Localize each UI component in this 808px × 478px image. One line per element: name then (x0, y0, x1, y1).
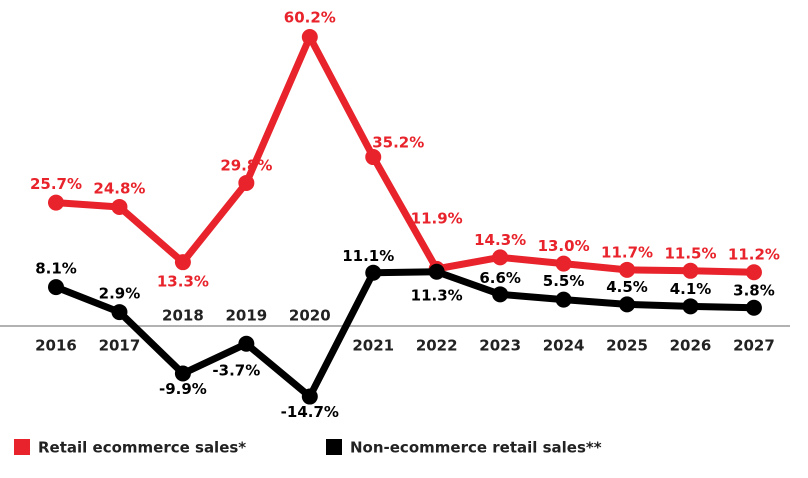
data-point (111, 198, 128, 215)
data-label: 3.8% (733, 281, 775, 299)
x-tick-label: 2024 (543, 337, 585, 355)
series-line (54, 268, 755, 401)
data-point (48, 194, 64, 211)
data-point (555, 291, 572, 308)
data-point (428, 263, 445, 280)
data-point (745, 299, 762, 316)
x-tick-label: 2022 (416, 337, 458, 355)
data-label: 5.5% (543, 272, 585, 290)
data-label: 11.5% (664, 244, 716, 262)
x-tick-label: 2025 (606, 337, 648, 355)
data-label: 11.9% (411, 209, 463, 227)
data-point (174, 365, 191, 382)
data-label: 11.1% (342, 247, 394, 265)
data-label: 13.0% (538, 237, 590, 255)
data-point (555, 255, 572, 272)
data-label: 11.3% (411, 286, 463, 304)
data-label: -9.9% (159, 380, 207, 398)
data-point (682, 298, 699, 315)
data-point (682, 262, 699, 279)
legend-swatch (326, 439, 342, 455)
x-tick-label: 2019 (225, 307, 267, 325)
x-tick-label: 2018 (162, 307, 204, 325)
x-tick-label: 2023 (479, 337, 521, 355)
data-point (238, 174, 255, 191)
data-label: 35.2% (372, 134, 424, 152)
data-point (238, 335, 255, 352)
data-label: 13.3% (157, 273, 209, 291)
data-label: 14.3% (474, 231, 526, 249)
data-label: 4.1% (670, 280, 712, 298)
data-label: 6.6% (479, 269, 521, 287)
data-label: 25.7% (30, 175, 82, 193)
data-point (619, 261, 636, 278)
data-point (174, 254, 191, 271)
data-point (48, 279, 64, 296)
data-label: 60.2% (284, 9, 336, 27)
data-point (301, 29, 318, 46)
x-tick-label: 2020 (289, 307, 331, 325)
data-point (619, 296, 636, 313)
data-label: 29.8% (220, 156, 272, 174)
x-tick-label: 2027 (733, 337, 775, 355)
data-point (492, 249, 509, 266)
data-label: 24.8% (93, 179, 145, 197)
data-point (745, 264, 762, 281)
data-point (111, 304, 128, 321)
data-point (365, 264, 382, 281)
series-line (55, 33, 755, 276)
x-tick-label: 2026 (670, 337, 712, 355)
x-tick-label: 2016 (35, 337, 77, 355)
legend-swatch (14, 439, 30, 455)
data-point (365, 149, 382, 166)
data-label: 4.5% (606, 278, 648, 296)
data-label: -3.7% (212, 361, 260, 379)
data-label: 2.9% (99, 285, 141, 303)
x-tick-label: 2017 (99, 337, 141, 355)
data-label: 11.2% (728, 246, 780, 264)
data-point (492, 286, 509, 303)
data-label: -14.7% (281, 403, 339, 421)
data-point (301, 388, 318, 405)
x-tick-label: 2021 (352, 337, 394, 355)
legend-label: Non-ecommerce retail sales** (350, 439, 602, 457)
data-label: 8.1% (35, 260, 77, 278)
data-label: 11.7% (601, 243, 653, 261)
legend-label: Retail ecommerce sales* (38, 439, 246, 457)
